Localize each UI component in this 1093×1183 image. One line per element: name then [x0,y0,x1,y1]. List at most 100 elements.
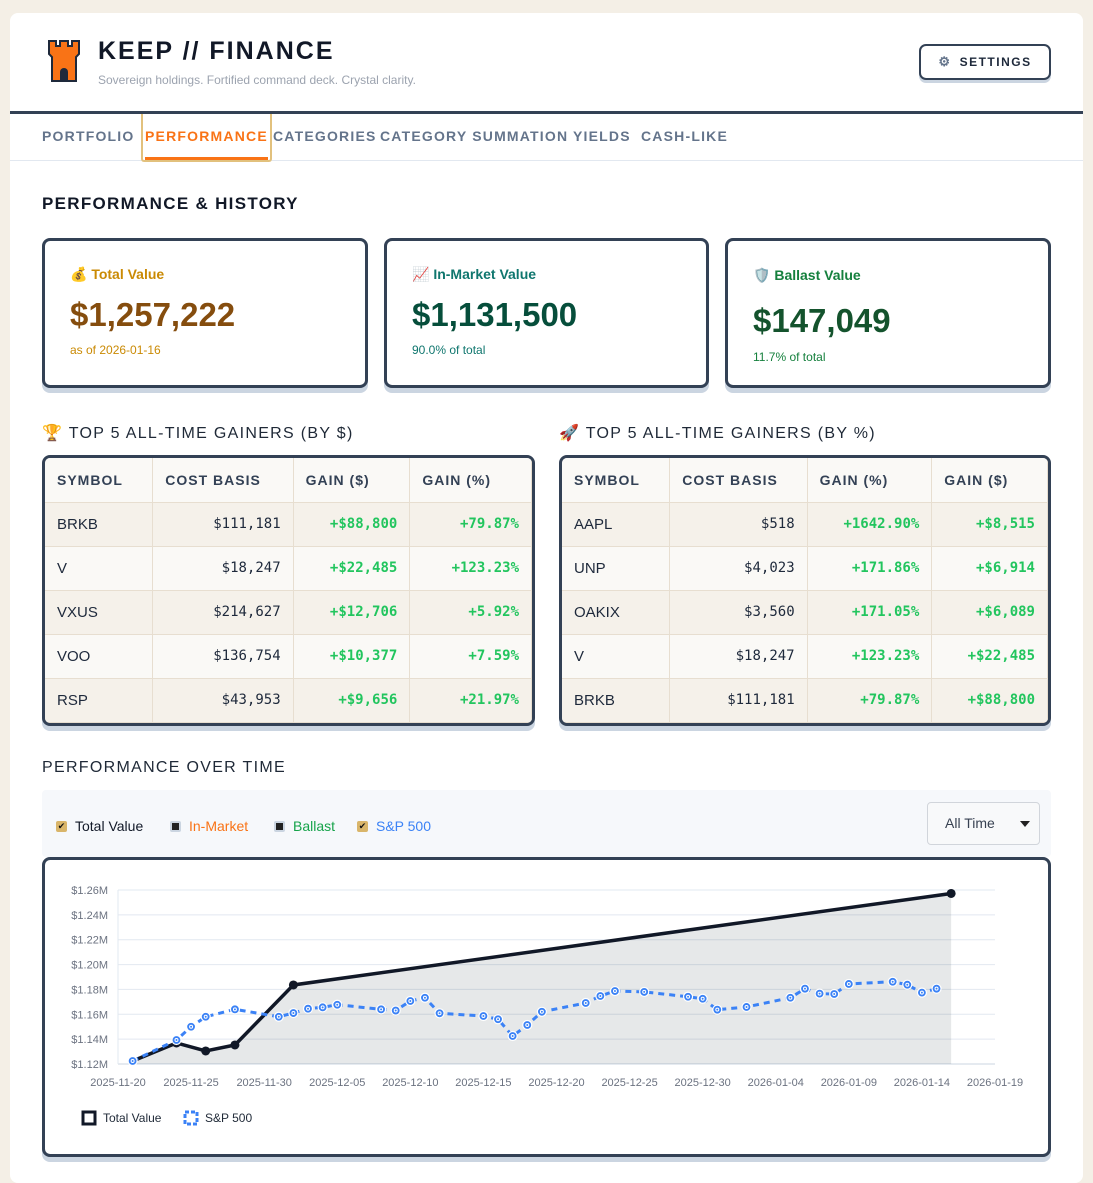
y-tick-label: $1.12M [71,1059,108,1071]
symbol-cell: BRKB [45,502,154,547]
value-cell: $43,953 [152,678,294,723]
data-point [609,985,621,997]
column-header[interactable]: COST BASIS [152,458,294,503]
data-point [902,979,913,990]
checkbox-checked-icon[interactable]: ✔ [357,820,368,832]
data-point [332,999,343,1010]
y-tick-label: $1.16M [71,1009,108,1021]
value-cell: $3,560 [669,590,808,635]
column-header[interactable]: SYMBOL [45,458,154,503]
toggle-in-market[interactable]: In-Market [170,818,248,834]
column-header[interactable]: GAIN ($) [293,458,411,503]
toggle-label: S&P 500 [376,818,432,834]
data-point [434,1008,445,1019]
data-point [376,1004,387,1015]
settings-button[interactable]: ⚙ SETTINGS [919,44,1051,80]
value-cell: $18,247 [152,546,294,591]
value-cell: $111,181 [669,678,808,723]
legend-swatch [183,1110,199,1126]
value-cell: +1642.90% [807,502,933,547]
y-tick-label: $1.18M [71,984,108,996]
data-point [273,1011,284,1022]
symbol-cell: VOO [45,634,154,679]
toggle-label: Ballast [293,818,336,834]
line-chart: $1.12M $1.14M $1.16M $1.18M $1.20M $1.22M $1.2… [71,885,1023,1126]
time-range-select[interactable]: All Time [927,802,1040,845]
tab-categories[interactable]: CATEGORIES [273,128,377,144]
table-row: AAPL $518 +1642.90% +$8,515 [562,502,1048,547]
data-point-center [174,1038,179,1043]
x-tick-label: 2026-01-04 [748,1077,804,1089]
data-point [171,1034,182,1046]
data-point-center [802,986,807,991]
checkbox-unchecked-icon[interactable] [274,820,285,832]
tab-performance[interactable]: PERFORMANCE [141,114,272,162]
chart-controls: ✔ Total Value In-Market Ballast ✔ S&P 500 … [42,790,1051,857]
value-cell: +79.87% [409,502,532,547]
data-point-center [832,992,837,997]
tab-yields[interactable]: YIELDS [573,128,631,144]
column-header[interactable]: SYMBOL [562,458,671,503]
toggle-total-value[interactable]: ✔ Total Value [56,818,143,834]
y-tick-label: $1.24M [71,910,108,922]
data-point-center [306,1006,311,1011]
data-point [829,988,840,1000]
section-title: TOP 5 ALL-TIME GAINERS (BY %) [585,425,876,442]
data-point [580,997,591,1009]
data-point-center [335,1002,340,1007]
value-cell: +123.23% [409,546,532,591]
column-header[interactable]: GAIN ($) [931,458,1048,503]
in-market-value-card: 📈 In-Market Value $1,131,500 90.0% of to… [384,238,709,388]
rocket-icon: 🚀 [559,425,581,442]
column-header[interactable]: COST BASIS [669,458,808,503]
data-point-center [496,1017,501,1022]
data-point [405,995,416,1007]
value-cell: +$6,089 [931,590,1048,635]
performance-over-time-title: PERFORMANCE OVER TIME [42,759,286,776]
card-note: 90.0% of total [412,343,486,357]
card-value: $147,049 [753,302,891,339]
data-point-center [700,996,705,1001]
data-point-center [583,1000,588,1005]
data-point [478,1010,489,1022]
gainers-dollar-title: 🏆 TOP 5 ALL-TIME GAINERS (BY $) [42,423,354,443]
tab-portfolio[interactable]: PORTFOLIO [42,128,135,144]
value-cell: $18,247 [669,634,808,679]
data-point [785,992,796,1003]
card-value: $1,257,222 [70,296,236,333]
data-point [931,983,942,994]
app-title: KEEP // FINANCE [98,37,335,65]
series-line-total-value [131,891,952,1063]
x-tick-label: 2025-11-30 [236,1077,291,1089]
symbol-cell: OAKIX [562,590,671,635]
data-point [887,976,898,987]
y-tick-label: $1.14M [71,1034,108,1046]
toggle-ballast[interactable]: Ballast [274,818,335,834]
tab-category-summation[interactable]: CATEGORY SUMMATION [380,128,569,144]
x-tick-label: 2025-12-25 [601,1077,657,1089]
tab-cash-like[interactable]: CASH-LIKE [641,128,729,144]
legend-label: Total Value [103,1111,162,1125]
value-cell: +$88,800 [931,678,1048,723]
settings-label: SETTINGS [959,55,1032,69]
value-cell: +$8,515 [931,502,1048,547]
page-title: PERFORMANCE & HISTORY [42,194,299,213]
value-cell: +$9,656 [293,678,411,723]
value-cell: $136,754 [152,634,294,679]
data-point-center [525,1022,530,1027]
checkbox-unchecked-icon[interactable] [170,820,181,832]
card-note: as of 2026-01-16 [70,343,161,357]
column-header[interactable]: GAIN (%) [409,458,532,503]
table-row: BRKB $111,181 +$88,800 +79.87% [45,502,532,547]
data-point [127,1055,138,1067]
column-header[interactable]: GAIN (%) [807,458,933,503]
toggle-sp500[interactable]: ✔ S&P 500 [357,818,431,834]
x-tick-label: 2026-01-09 [821,1077,877,1089]
total-value-card: 💰 Total Value $1,257,222 as of 2026-01-1… [42,238,368,388]
gainers-pct-title: 🚀 TOP 5 ALL-TIME GAINERS (BY %) [559,423,876,443]
checkbox-checked-icon[interactable]: ✔ [56,820,67,832]
data-point [522,1019,533,1031]
table-header-row: SYMBOL COST BASIS GAIN (%) GAIN ($) [562,458,1048,503]
data-point-center [598,994,603,999]
trophy-icon: 🏆 [42,425,64,442]
